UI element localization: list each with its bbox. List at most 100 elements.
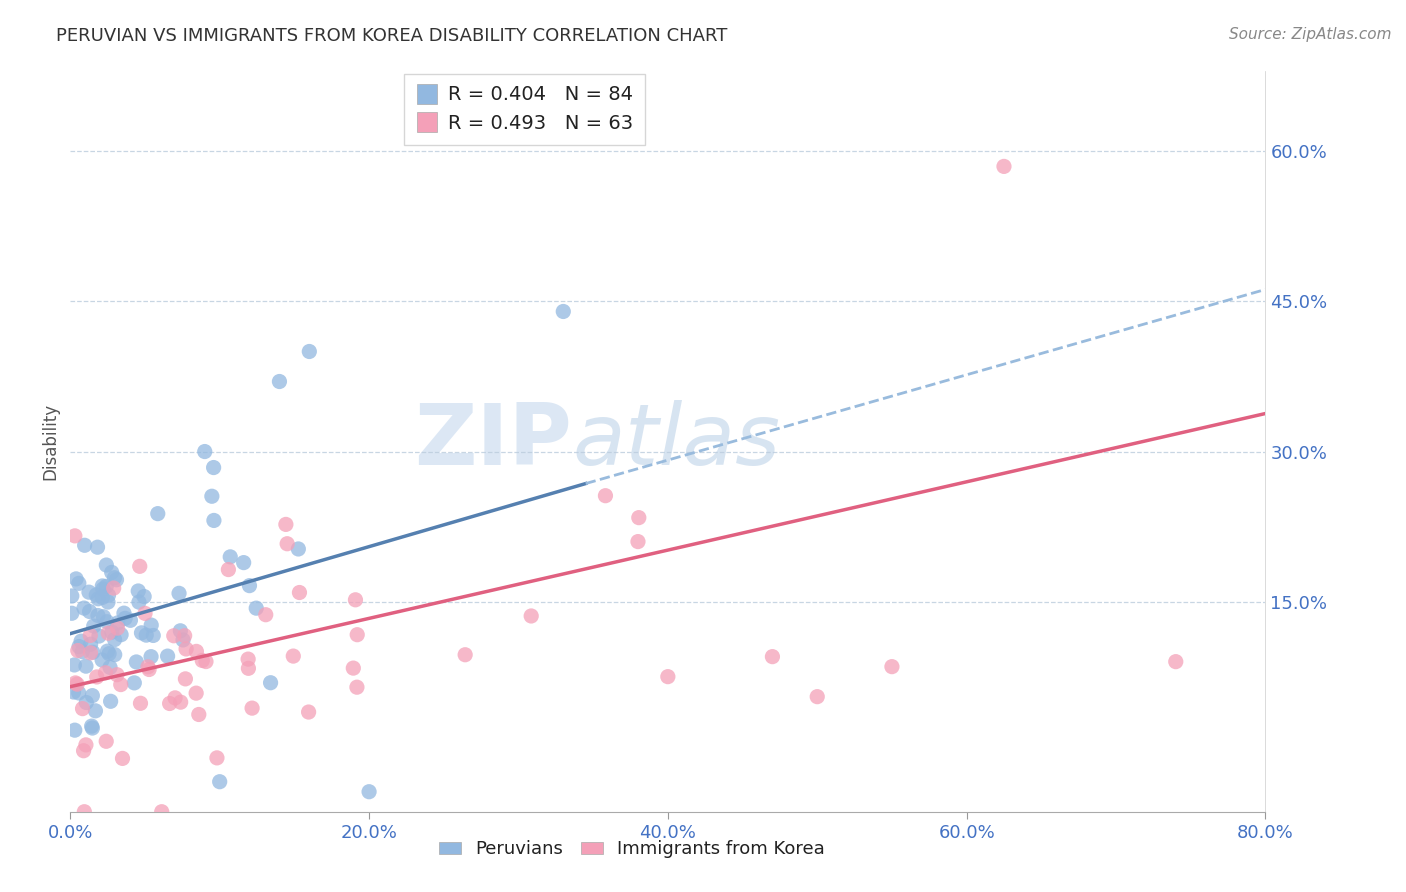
Point xyxy=(880,659,903,673)
Point xyxy=(136,660,159,674)
Point xyxy=(96,615,118,629)
Text: Source: ZipAtlas.com: Source: ZipAtlas.com xyxy=(1229,27,1392,42)
Point xyxy=(202,513,225,527)
Point xyxy=(87,629,110,643)
Point xyxy=(131,625,153,640)
Point xyxy=(72,701,94,715)
Point xyxy=(172,632,194,647)
Point xyxy=(146,507,169,521)
Point xyxy=(125,655,148,669)
Point xyxy=(79,637,101,651)
Text: PERUVIAN VS IMMIGRANTS FROM KOREA DISABILITY CORRELATION CHART: PERUVIAN VS IMMIGRANTS FROM KOREA DISABI… xyxy=(56,27,728,45)
Point xyxy=(96,644,118,658)
Point xyxy=(107,621,129,635)
Point xyxy=(104,648,127,662)
Point xyxy=(98,660,121,674)
Point xyxy=(65,572,87,586)
Point xyxy=(82,721,104,735)
Point xyxy=(174,672,197,686)
Point xyxy=(87,608,110,623)
Point xyxy=(139,649,162,664)
Point xyxy=(79,628,101,642)
Point xyxy=(86,670,108,684)
Point xyxy=(274,517,297,532)
Legend: Peruvians, Immigrants from Korea: Peruvians, Immigrants from Korea xyxy=(432,833,832,865)
Point xyxy=(595,489,617,503)
Point xyxy=(91,591,114,605)
Point xyxy=(202,460,225,475)
Point xyxy=(553,304,575,318)
Point xyxy=(100,694,122,708)
Point xyxy=(107,615,129,630)
Point xyxy=(60,589,83,603)
Point xyxy=(238,661,260,675)
Point xyxy=(84,704,107,718)
Point xyxy=(165,690,187,705)
Point xyxy=(169,695,191,709)
Text: ZIP: ZIP xyxy=(415,400,572,483)
Point xyxy=(66,643,89,657)
Point xyxy=(1164,655,1187,669)
Point xyxy=(97,595,120,609)
Point xyxy=(73,805,96,819)
Point xyxy=(141,618,163,632)
Point xyxy=(96,558,118,572)
Point xyxy=(346,680,368,694)
Point xyxy=(342,661,364,675)
Point xyxy=(174,642,197,657)
Point xyxy=(103,571,125,585)
Point xyxy=(276,537,298,551)
Point xyxy=(110,677,132,691)
Point xyxy=(96,579,118,593)
Point xyxy=(297,705,319,719)
Point xyxy=(359,785,381,799)
Point xyxy=(657,670,679,684)
Point xyxy=(60,607,83,621)
Point xyxy=(82,645,104,659)
Point xyxy=(163,629,186,643)
Point xyxy=(103,581,125,595)
Point xyxy=(83,619,105,633)
Point xyxy=(287,541,309,556)
Point xyxy=(128,559,150,574)
Point xyxy=(173,629,195,643)
Point xyxy=(75,696,97,710)
Point xyxy=(127,584,149,599)
Point xyxy=(186,686,208,700)
Point xyxy=(105,667,128,681)
Point xyxy=(114,611,136,625)
Point xyxy=(627,534,650,549)
Point xyxy=(134,590,156,604)
Point xyxy=(201,489,224,503)
Point xyxy=(91,653,114,667)
Point xyxy=(167,586,190,600)
Point xyxy=(97,626,120,640)
Point xyxy=(67,576,90,591)
Point xyxy=(191,653,214,667)
Y-axis label: Disability: Disability xyxy=(41,403,59,480)
Point xyxy=(346,628,368,642)
Point xyxy=(100,566,122,580)
Point xyxy=(134,607,156,621)
Point xyxy=(344,592,367,607)
Point xyxy=(454,648,477,662)
Point xyxy=(259,675,281,690)
Point xyxy=(150,805,173,819)
Point xyxy=(103,632,125,647)
Point xyxy=(142,628,165,642)
Point xyxy=(138,663,160,677)
Point xyxy=(627,510,650,524)
Point xyxy=(283,649,305,664)
Point xyxy=(806,690,828,704)
Point xyxy=(63,723,86,738)
Point xyxy=(288,585,311,599)
Point xyxy=(156,649,179,664)
Text: atlas: atlas xyxy=(572,400,780,483)
Point xyxy=(236,652,259,666)
Point xyxy=(97,588,120,602)
Point xyxy=(245,601,267,615)
Point xyxy=(269,375,291,389)
Point xyxy=(217,563,239,577)
Point xyxy=(67,640,90,654)
Point xyxy=(105,573,128,587)
